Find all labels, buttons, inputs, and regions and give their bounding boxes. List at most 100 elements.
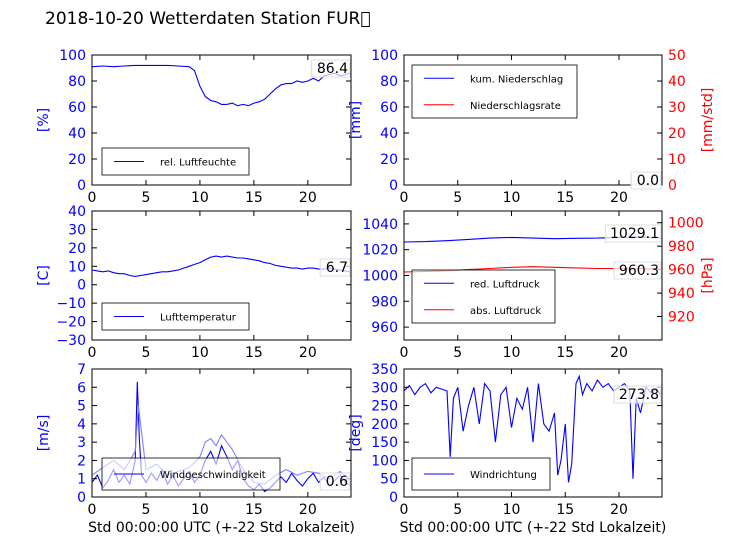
y2-tick-label-precip-30: 30 — [668, 100, 686, 116]
x-tick-label-humidity-0: 0 — [88, 190, 97, 206]
y-tick-label-humidity-80: 80 — [68, 74, 86, 90]
y-tick-label-pressure-1020: 1020 — [362, 243, 398, 259]
current-value-humidity-box — [311, 59, 351, 78]
x-tick-label-wind-0: 0 — [88, 502, 97, 518]
y2-tick-label-precip-40: 40 — [668, 74, 686, 90]
y-tick-label-temperature-20: 20 — [68, 241, 86, 257]
series-line-wind-1 — [91, 405, 352, 485]
y2-tick-label-pressure-940: 940 — [668, 286, 695, 302]
legend-label-direction-0: Windrichtung — [470, 470, 537, 481]
x-tick-label-direction-15: 15 — [556, 502, 574, 518]
y-tick-label-wind-3: 3 — [77, 435, 86, 451]
legend-label-temperature-0: Lufttemperatur — [160, 313, 237, 324]
y2-tick-label-precip-20: 20 — [668, 126, 686, 142]
y-tick-label-direction-100: 100 — [371, 453, 398, 469]
x-tick-label-humidity-5: 5 — [141, 190, 150, 206]
y-tick-label-temperature--20: −20 — [56, 315, 86, 331]
figure-title: 2018-10-20 Wetterdaten Station FUR  — [45, 9, 371, 29]
x-axis-label-wind: Std 00:00:00 UTC (+-22 Std Lokalzeit) — [88, 520, 355, 536]
y2-tick-label-pressure-980: 980 — [668, 239, 695, 255]
x-tick-label-temperature-15: 15 — [245, 345, 263, 361]
y-tick-label-humidity-20: 20 — [68, 152, 86, 168]
x-tick-label-pressure-0: 0 — [400, 345, 409, 361]
y-tick-label-pressure-1040: 1040 — [362, 217, 398, 233]
y2-tick-label-precip-50: 50 — [668, 48, 686, 64]
legend-label-pressure-1: abs. Luftdruck — [470, 306, 541, 317]
x-tick-label-direction-5: 5 — [453, 502, 462, 518]
x-tick-label-precip-0: 0 — [400, 190, 409, 206]
y-axis-label-wind: [m/s] — [36, 415, 52, 452]
current-value-pressure-box — [604, 224, 662, 243]
y-tick-label-precip-80: 80 — [380, 74, 398, 90]
y-tick-label-wind-4: 4 — [77, 417, 86, 433]
y2-tick-label-pressure-920: 920 — [668, 310, 695, 326]
panel-temperature: 0 5 10 15 20 −30 −20 −10 0 10 20 30 40 [C] Lufttempera… — [36, 204, 352, 361]
x-tick-label-pressure-20: 20 — [610, 345, 628, 361]
y-tick-label-direction-200: 200 — [371, 417, 398, 433]
current-value-pressure: 1029.1 — [610, 226, 659, 242]
x-tick-label-direction-0: 0 — [400, 502, 409, 518]
y-tick-label-pressure-1000: 1000 — [362, 269, 398, 285]
y-tick-label-direction-350: 350 — [371, 362, 398, 378]
plot-frame-wind — [91, 368, 352, 498]
x-tick-label-direction-10: 10 — [503, 502, 521, 518]
y-tick-label-direction-300: 300 — [371, 380, 398, 396]
x-tick-label-temperature-10: 10 — [191, 345, 209, 361]
x-tick-label-temperature-5: 5 — [141, 345, 150, 361]
x-tick-label-precip-5: 5 — [453, 190, 462, 206]
y-tick-label-temperature-30: 30 — [68, 222, 86, 238]
legend-box-temperature — [101, 302, 250, 331]
y-tick-label-direction-50: 50 — [380, 472, 398, 488]
x-tick-label-humidity-10: 10 — [191, 190, 209, 206]
y-tick-label-precip-60: 60 — [380, 100, 398, 116]
x-tick-label-direction-20: 20 — [610, 502, 628, 518]
current-value-2-precip-box — [630, 171, 662, 190]
y-tick-label-precip-0: 0 — [389, 178, 398, 194]
panel-pressure: 0 5 10 15 20 960 980 1000 1020 1040 920 940 960 980 10… — [362, 210, 716, 361]
current-value-wind: 0.6 — [326, 474, 348, 490]
y-tick-label-wind-1: 1 — [77, 472, 86, 488]
y2-tick-label-pressure-1000: 1000 — [668, 216, 704, 232]
y-axis-label-humidity: [%] — [36, 108, 52, 132]
legend-label-humidity-0: rel. Luftfeuchte — [160, 158, 236, 169]
y-tick-label-wind-7: 7 — [77, 362, 86, 378]
plot-frame-precip — [403, 54, 663, 186]
current-value-wind-box — [319, 472, 351, 491]
series-line-temperature-0 — [91, 255, 352, 277]
x-tick-label-wind-15: 15 — [245, 502, 263, 518]
legend-label-precip-0: kum. Niederschlag — [470, 74, 563, 85]
plot-frame-direction — [403, 368, 663, 498]
y-tick-label-temperature-40: 40 — [68, 204, 86, 220]
current-value-direction: 273.8 — [619, 387, 659, 403]
plot-frame-humidity — [91, 54, 352, 186]
y-tick-label-humidity-100: 100 — [59, 48, 86, 64]
y-tick-label-wind-2: 2 — [77, 453, 86, 469]
x-tick-label-wind-20: 20 — [299, 502, 317, 518]
y-tick-label-precip-20: 20 — [380, 152, 398, 168]
legend-label-wind-0: Windgeschwindigkeit — [160, 470, 266, 481]
x-tick-label-pressure-10: 10 — [503, 345, 521, 361]
current-value-2-precip: 0.0 — [637, 173, 659, 189]
y-tick-label-direction-150: 150 — [371, 435, 398, 451]
y-tick-label-temperature-0: 0 — [77, 278, 86, 294]
y-axis-label-temperature: [C] — [36, 265, 52, 286]
y-axis-label-precip: [mm] — [348, 101, 364, 139]
x-tick-label-humidity-15: 15 — [245, 190, 263, 206]
panel-humidity: 0 5 10 15 20 0 20 40 60 80 100 [%] rel. Luftfeuchte 8… — [36, 48, 352, 206]
legend-box-precip — [411, 64, 578, 119]
y-tick-label-humidity-60: 60 — [68, 100, 86, 116]
y-axis-label-direction: [deg] — [348, 414, 364, 451]
y-tick-label-wind-6: 6 — [77, 380, 86, 396]
x-tick-label-precip-10: 10 — [503, 190, 521, 206]
y-tick-label-precip-40: 40 — [380, 126, 398, 142]
x-tick-label-wind-5: 5 — [141, 502, 150, 518]
y-tick-label-temperature--10: −10 — [56, 296, 86, 312]
x-tick-label-pressure-5: 5 — [453, 345, 462, 361]
x-tick-label-humidity-20: 20 — [299, 190, 317, 206]
y2-axis-label-precip: [mm/std] — [700, 88, 716, 153]
y-tick-label-wind-0: 0 — [77, 490, 86, 506]
